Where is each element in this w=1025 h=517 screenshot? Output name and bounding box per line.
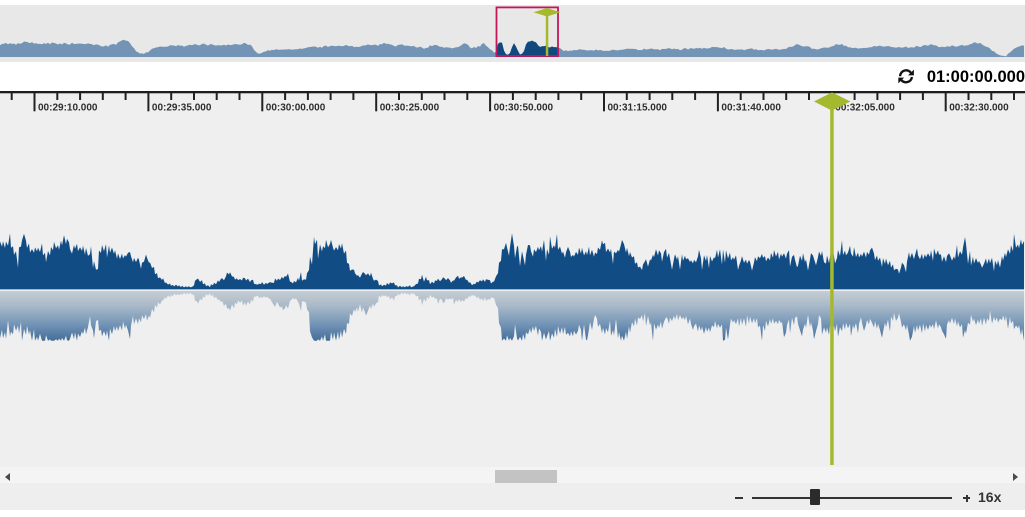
- svg-text:00:29:10.000: 00:29:10.000: [38, 103, 98, 114]
- svg-text:00:30:50.000: 00:30:50.000: [494, 103, 554, 114]
- svg-text:00:31:40.000: 00:31:40.000: [721, 103, 781, 114]
- svg-text:00:30:25.000: 00:30:25.000: [380, 103, 440, 114]
- svg-text:00:29:35.000: 00:29:35.000: [152, 103, 212, 114]
- svg-text:00:30:00.000: 00:30:00.000: [266, 103, 326, 114]
- svg-text:00:31:15.000: 00:31:15.000: [608, 103, 668, 114]
- svg-text:00:32:30.000: 00:32:30.000: [949, 103, 1009, 114]
- svg-text:00:32:05.000: 00:32:05.000: [835, 103, 895, 114]
